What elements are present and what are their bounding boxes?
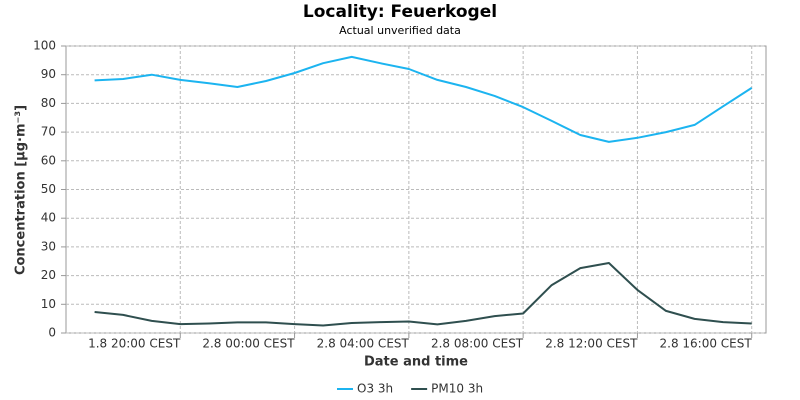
y-tick-label: 40 [41, 211, 56, 225]
y-tick-label: 50 [41, 182, 56, 196]
y-tick-label: 100 [33, 39, 56, 53]
x-tick-label: 1.8 20:00 CEST [88, 337, 181, 351]
y-tick-label: 30 [41, 239, 56, 253]
x-tick-label: 2.8 08:00 CEST [431, 337, 524, 351]
legend-label: PM10 3h [431, 382, 483, 396]
y-tick-label: 60 [41, 153, 56, 167]
x-axis-label: Date and time [364, 355, 468, 370]
series-line [94, 262, 752, 327]
legend-label: O3 3h [357, 382, 393, 396]
y-tick-label: 70 [41, 125, 56, 139]
y-tick-label: 80 [41, 96, 56, 110]
chart-title: Locality: Feuerkogel [303, 2, 497, 22]
y-tick-label: 20 [41, 268, 56, 282]
x-tick-label: 2.8 04:00 CEST [317, 337, 410, 351]
y-axis-label: Concentration [µg·m⁻³] [14, 105, 29, 275]
series-line [94, 55, 753, 143]
chart-subtitle: Actual unverified data [339, 24, 461, 37]
x-tick-label: 2.8 00:00 CEST [202, 337, 295, 351]
x-tick-label: 2.8 16:00 CEST [660, 337, 753, 351]
y-tick-label: 0 [48, 326, 56, 340]
y-tick-label: 90 [41, 67, 56, 81]
y-tick-label: 10 [41, 297, 56, 311]
x-tick-label: 2.8 12:00 CEST [545, 337, 638, 351]
